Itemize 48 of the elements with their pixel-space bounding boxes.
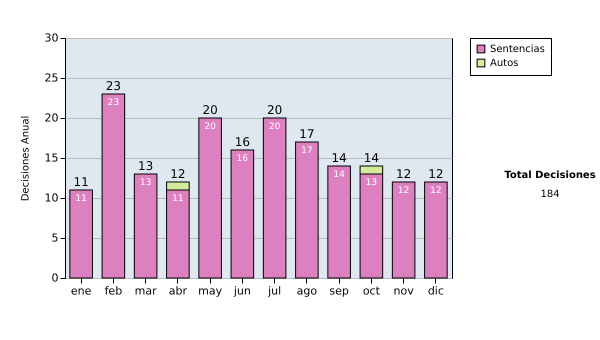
data-label: 12 [398,186,410,196]
x-tick-label: nov [394,284,414,298]
total-label: 12 [428,167,444,181]
total-label: 12 [170,167,186,181]
total-label: 12 [396,167,412,181]
y-tick-label: 15 [44,152,58,164]
x-tick-label: mar [134,284,158,298]
y-tick-label: 25 [44,72,58,84]
data-label: 16 [236,154,248,164]
x-tick-label: jun [232,284,251,298]
data-label: 20 [204,122,216,132]
y-tick-label: 5 [52,232,58,244]
x-tick-label: abr [168,284,188,298]
total-label: 14 [364,151,380,165]
data-label: 13 [366,178,378,188]
x-tick-label: oct [362,284,381,298]
y-tick-label: 20 [44,112,58,124]
x-tick-label: jul [267,284,282,298]
total-label: 23 [106,79,122,93]
data-label: 17 [301,146,313,156]
data-label: 13 [140,178,152,188]
data-label: 12 [430,186,442,196]
total-label: 20 [202,103,218,117]
legend-label: Autos [490,58,518,69]
x-tick-label: dic [428,284,444,298]
text: Total Decisiones [503,170,597,181]
total-label: 16 [234,135,250,149]
x-tick-label: ene [70,284,92,298]
y-tick-label: 30 [44,32,58,44]
total-label: 14 [331,151,347,165]
data-label: 20 [268,122,281,132]
x-tick-label: may [198,284,223,298]
total-label: 13 [138,159,154,173]
data-label: 23 [108,98,120,108]
data-label: 11 [75,194,87,204]
total-label: 11 [73,175,89,189]
data-label: 11 [172,194,184,204]
y-tick-label: 10 [44,192,58,204]
total-label: 17 [299,127,315,141]
y-tick-label: 0 [52,272,58,284]
text: 184 [539,189,561,200]
data-label: 14 [333,170,346,180]
x-tick-label: ago [296,284,318,298]
x-tick-label: feb [104,284,122,298]
y-axis-title: Decisiones Anual [20,116,32,202]
x-tick-label: sep [329,284,349,298]
legend-label: Sentencias [490,44,545,55]
total-label: 20 [266,103,282,117]
